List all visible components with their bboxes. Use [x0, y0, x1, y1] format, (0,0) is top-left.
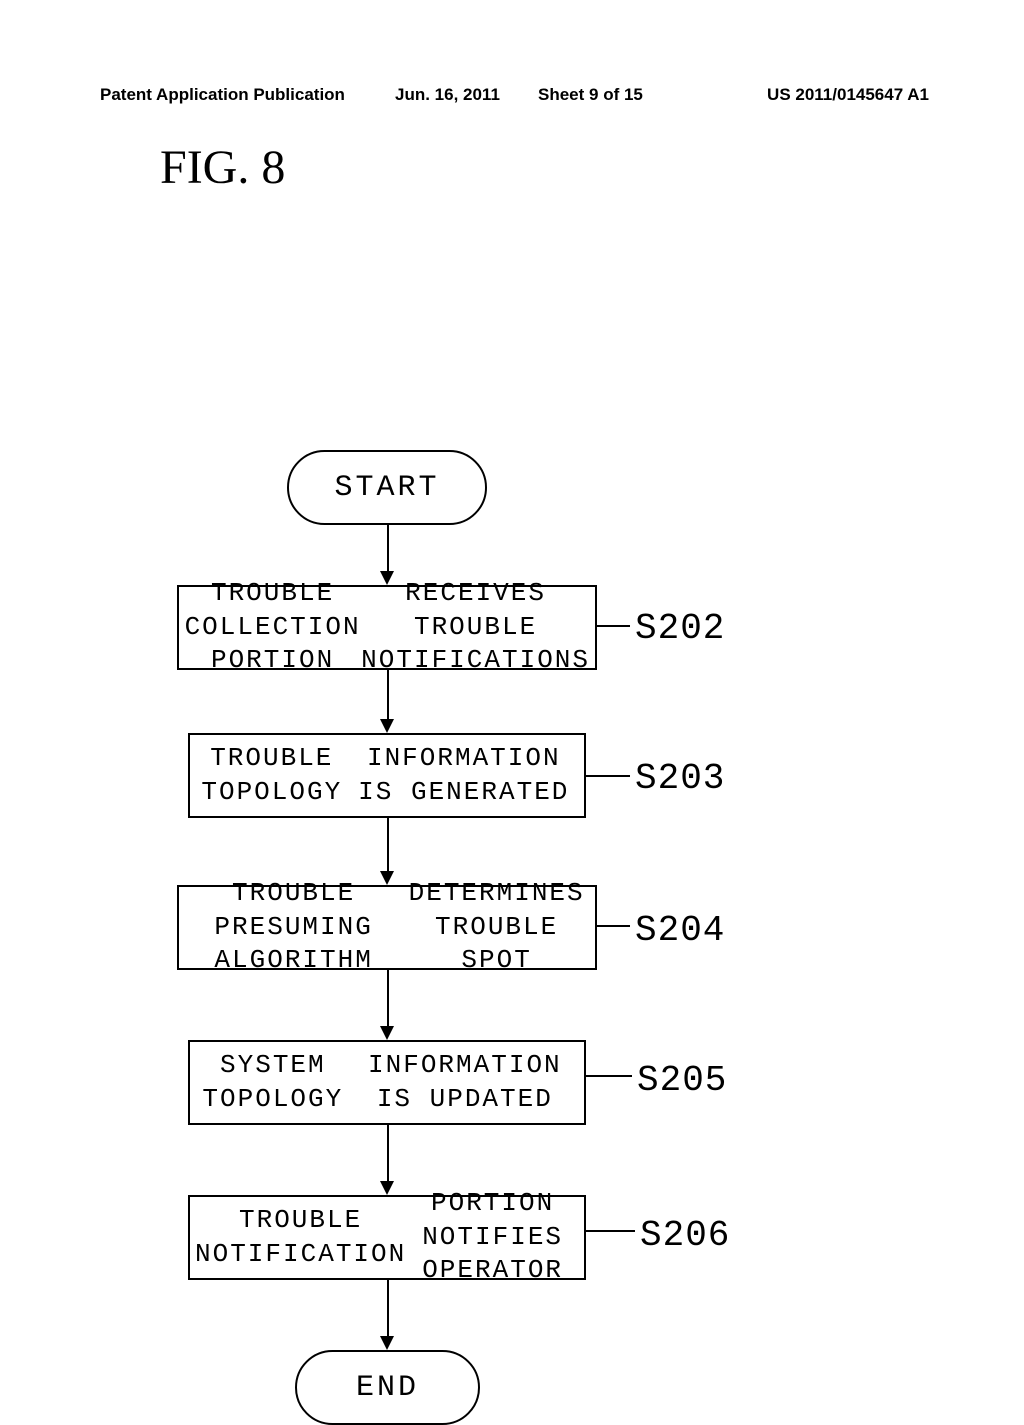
figure-title: FIG. 8	[160, 140, 285, 195]
leader-line	[586, 775, 630, 777]
arrow-line	[387, 525, 389, 571]
header-docnum: US 2011/0145647 A1	[767, 85, 929, 105]
step-label-s204: S204	[635, 910, 725, 951]
header-publication: Patent Application Publication	[100, 85, 345, 105]
flowchart-start: START	[287, 450, 487, 525]
flowchart-s206: TROUBLE NOTIFICATIONPORTION NOTIFIES OPE…	[188, 1195, 586, 1280]
leader-line	[597, 925, 630, 927]
step-label-s203: S203	[635, 758, 725, 799]
step-label-s205: S205	[637, 1060, 727, 1101]
leader-line	[586, 1075, 632, 1077]
header-date: Jun. 16, 2011	[395, 85, 500, 105]
arrow-line	[387, 970, 389, 1026]
flowchart-s205: SYSTEM TOPOLOGYINFORMATION IS UPDATED	[188, 1040, 586, 1125]
page-header: Patent Application Publication Jun. 16, …	[0, 85, 1024, 105]
leader-line	[586, 1230, 635, 1232]
step-label-s202: S202	[635, 608, 725, 649]
arrow-line	[387, 1125, 389, 1181]
arrow-head-icon	[380, 719, 394, 733]
header-sheet: Sheet 9 of 15	[538, 85, 643, 105]
flowchart-end: END	[295, 1350, 480, 1425]
flowchart-s203: TROUBLE TOPOLOGYINFORMATION IS GENERATED	[188, 733, 586, 818]
arrow-line	[387, 818, 389, 871]
arrow-line	[387, 1280, 389, 1336]
arrow-head-icon	[380, 1336, 394, 1350]
arrow-head-icon	[380, 1181, 394, 1195]
arrow-head-icon	[380, 1026, 394, 1040]
leader-line	[597, 625, 630, 627]
flowchart-s202: TROUBLE COLLECTION PORTIONRECEIVES TROUB…	[177, 585, 597, 670]
step-label-s206: S206	[640, 1215, 730, 1256]
flowchart-s204: TROUBLE PRESUMING ALGORITHMDETERMINES TR…	[177, 885, 597, 970]
